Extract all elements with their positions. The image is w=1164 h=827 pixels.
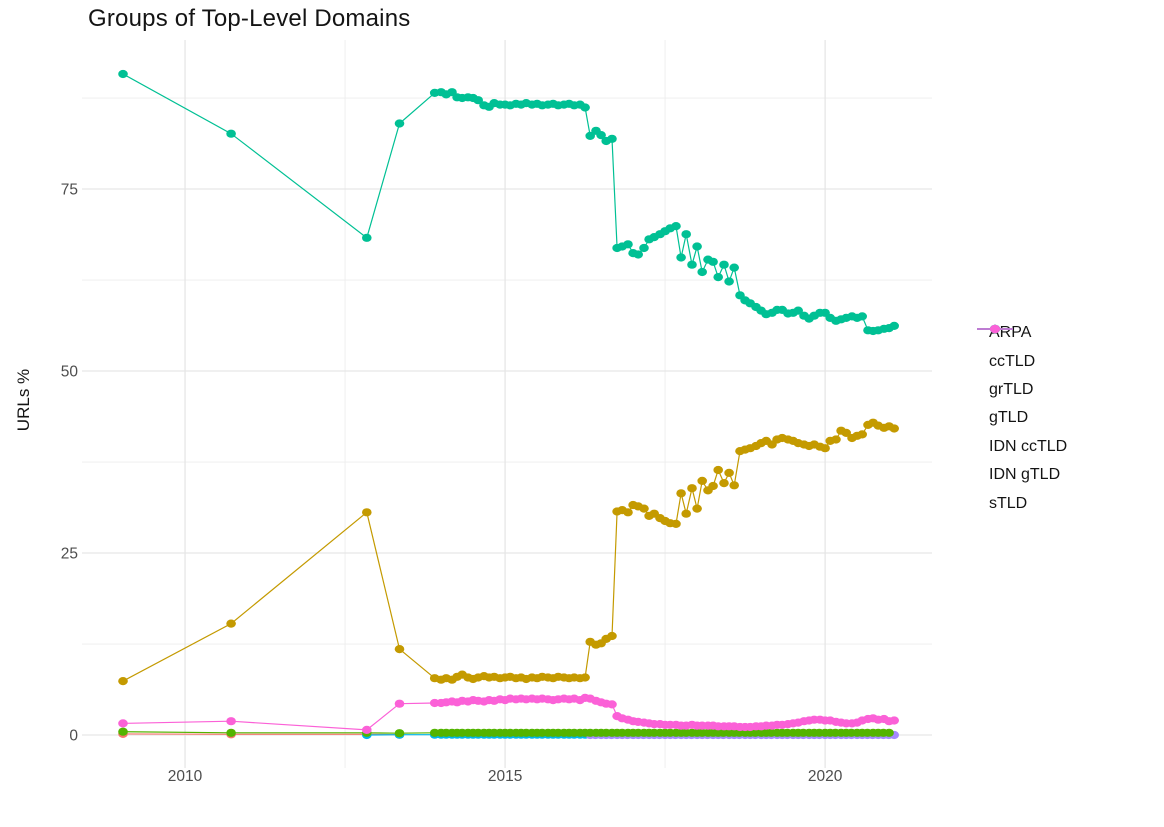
data-point-grTLD: [226, 728, 236, 737]
data-point-ccTLD: [889, 424, 899, 433]
y-tick-label-75: 75: [61, 182, 78, 199]
data-point-gTLD: [708, 257, 718, 266]
y-tick-label-25: 25: [61, 546, 78, 563]
data-point-ccTLD: [226, 619, 236, 628]
data-point-ccTLD: [639, 504, 649, 513]
data-point-sTLD: [607, 700, 617, 709]
legend-label: grTLD: [989, 380, 1034, 398]
data-point-ccTLD: [729, 481, 739, 490]
data-point-gTLD: [724, 277, 734, 286]
legend-item-gTLD: gTLD: [976, 324, 1067, 432]
y-tick-label-0: 0: [69, 728, 78, 745]
data-point-gTLD: [713, 273, 723, 282]
data-point-gTLD: [697, 267, 707, 277]
data-point-gTLD: [226, 129, 236, 138]
data-point-gTLD: [729, 263, 739, 272]
data-point-ccTLD: [692, 504, 702, 513]
data-point-gTLD: [676, 253, 686, 262]
legend-item-IDN-gTLD: IDN gTLD: [976, 324, 1067, 489]
data-point-gTLD: [596, 131, 606, 140]
data-point-gTLD: [362, 233, 372, 242]
data-point-gTLD: [394, 119, 405, 128]
data-point-ccTLD: [681, 509, 691, 518]
legend-item-grTLD: grTLD: [976, 324, 1067, 404]
data-point-gTLD: [889, 321, 899, 330]
data-point-gTLD: [633, 250, 643, 259]
data-point-ccTLD: [607, 631, 617, 641]
data-point-gTLD: [719, 260, 729, 269]
chart-title: Groups of Top-Level Domains: [88, 5, 411, 32]
y-tick-label-50: 50: [61, 364, 79, 381]
data-point-ccTLD: [118, 677, 128, 686]
data-point-ccTLD: [719, 479, 729, 488]
data-point-gTLD: [585, 131, 595, 140]
data-point-gTLD: [473, 96, 484, 105]
x-tick-label-2020: 2020: [808, 768, 843, 785]
data-point-sTLD: [889, 716, 899, 725]
data-point-ccTLD: [362, 508, 372, 517]
data-point-ccTLD: [394, 645, 405, 654]
data-point-ccTLD: [580, 673, 590, 682]
legend-label: gTLD: [989, 409, 1029, 427]
data-point-ccTLD: [697, 476, 707, 485]
data-point-ccTLD: [676, 489, 686, 498]
data-point-ccTLD: [708, 481, 718, 491]
data-point-ccTLD: [724, 468, 734, 477]
data-point-gTLD: [118, 69, 128, 79]
data-point-gTLD: [793, 306, 803, 315]
legend-key-icon: [977, 324, 1013, 334]
data-point-gTLD: [692, 242, 702, 251]
data-point-gTLD: [639, 243, 649, 253]
legend-label: ccTLD: [989, 352, 1036, 370]
legend-item-ccTLD: ccTLD: [976, 324, 1067, 375]
data-point-gTLD: [681, 230, 691, 239]
data-point-grTLD: [394, 729, 405, 738]
legend-item-IDN-ccTLD: IDN ccTLD: [976, 324, 1068, 461]
series-line-ccTLD: [122, 422, 895, 682]
data-point-grTLD: [884, 728, 894, 737]
data-point-ccTLD: [623, 508, 633, 517]
data-point-sTLD: [118, 719, 128, 728]
data-point-gTLD: [623, 240, 633, 249]
data-point-sTLD: [226, 717, 236, 726]
data-point-ccTLD: [713, 465, 723, 475]
data-point-grTLD: [118, 727, 128, 736]
data-point-sTLD: [362, 725, 372, 735]
legend-label: IDN ccTLD: [989, 437, 1068, 455]
data-point-ccTLD: [687, 484, 697, 493]
data-point-gTLD: [607, 134, 617, 143]
data-point-ccTLD: [671, 519, 681, 529]
legend: ARPA ccTLD grTLD gTLD IDN ccTLD IDN gTLD sTLD: [976, 319, 1067, 518]
data-point-ccTLD: [820, 444, 830, 453]
data-point-ccTLD: [831, 435, 841, 444]
series-line-ARPA: [122, 733, 400, 736]
legend-item-sTLD: sTLD: [976, 324, 1067, 517]
data-point-sTLD: [394, 699, 405, 708]
data-point-ccTLD: [841, 428, 851, 437]
series-line-gTLD: [122, 73, 895, 332]
data-point-gTLD: [671, 222, 681, 231]
legend-label: IDN gTLD: [989, 466, 1061, 484]
x-tick-label-2010: 2010: [168, 768, 203, 785]
data-point-gTLD: [687, 260, 697, 269]
legend-label: sTLD: [989, 494, 1028, 512]
data-point-ccTLD: [857, 430, 867, 439]
x-tick-label-2015: 2015: [488, 768, 522, 785]
data-point-gTLD: [857, 312, 867, 321]
data-point-gTLD: [580, 103, 590, 112]
